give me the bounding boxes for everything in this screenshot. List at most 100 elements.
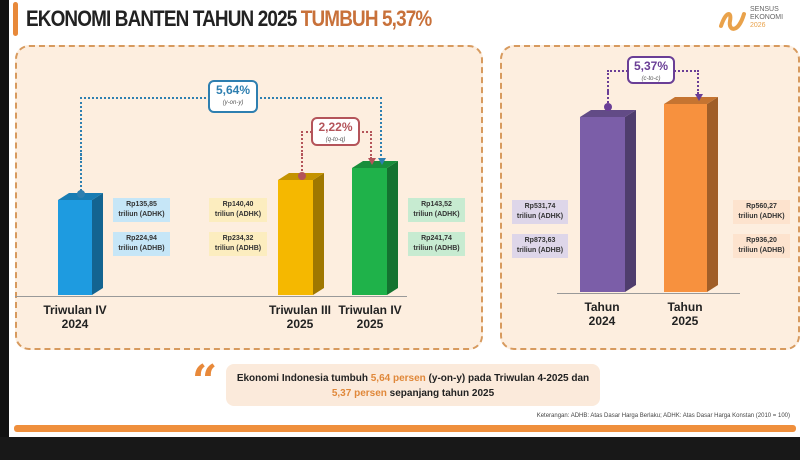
bar [664, 97, 718, 292]
title-accent [13, 2, 18, 36]
adhk-value: Rp140,40 [222, 201, 254, 208]
adhk-value: Rp560,27 [746, 203, 777, 210]
adhk-value-box: Rp531,74 triliun (ADHK) [512, 200, 568, 224]
bar-front [580, 117, 625, 292]
adhk-unit: triliun (ADHK) [516, 213, 564, 220]
label-line2: 2024 [61, 317, 89, 331]
ctc-badge: 5,37% (c-to-c) [627, 56, 675, 84]
adhb-value-box: Rp224,94 triliun (ADHB) [113, 232, 170, 256]
yoy-badge: 5,64% (y-on-y) [208, 80, 258, 113]
title-highlight: TUMBUH 5,37% [300, 6, 432, 31]
quote-box: Ekonomi Indonesia tumbuh 5,64 persen (y-… [226, 364, 600, 406]
adhb-value-box: Rp873,63 triliun (ADHB) [512, 234, 568, 258]
adhk-value-box: Rp560,27 triliun (ADHK) [733, 200, 790, 224]
adhb-unit: triliun (ADHB) [738, 247, 785, 254]
quote-text: sepanjang tahun 2025 [386, 388, 495, 399]
adhb-value: Rp936,20 [746, 237, 777, 244]
label-line2: 2025 [286, 317, 314, 331]
bar [278, 173, 324, 295]
page-title: EKONOMI BANTEN TAHUN 2025 TUMBUH 5,37% [26, 6, 432, 32]
x-axis-label: Tahun 2024 [567, 300, 637, 328]
label-line1: Triwulan IV [338, 303, 402, 317]
adhk-unit: triliun (ADHK) [118, 211, 165, 218]
adhb-value: Rp234,32 [222, 235, 254, 242]
bar-front [278, 180, 313, 295]
quote-highlight: 5,64 persen [370, 373, 426, 384]
quote-text: (y-on-y) pada Triwulan 4-2025 dan [425, 373, 590, 384]
x-axis-label: Triwulan IV 2024 [40, 303, 110, 331]
bar-side [707, 97, 718, 292]
bar [580, 110, 636, 292]
left-edge [0, 0, 9, 437]
adhb-unit: triliun (ADHB) [214, 245, 262, 252]
quote-highlight: 5,37 persen [331, 388, 387, 399]
bottom-edge [0, 437, 800, 460]
logo-icon [719, 12, 746, 31]
yoy-label: (y-on-y) [222, 100, 244, 106]
quote-text: Ekonomi Indonesia tumbuh [236, 373, 371, 384]
ctc-label: (c-to-c) [641, 76, 661, 82]
adhb-value-box: Rp241,74 triliun (ADHB) [408, 232, 465, 256]
annual-axis [557, 293, 740, 294]
label-line2: 2025 [356, 317, 384, 331]
adhk-unit: triliun (ADHK) [214, 211, 262, 218]
x-axis-label: Triwulan III 2025 [265, 303, 335, 331]
adhb-value: Rp873,63 [524, 237, 556, 244]
adhb-value: Rp224,94 [126, 235, 157, 242]
adhb-value-box: Rp936,20 triliun (ADHB) [733, 234, 790, 258]
qtq-arrow-icon [368, 158, 376, 165]
label-line1: Triwulan IV [43, 303, 107, 317]
adhk-unit: triliun (ADHK) [738, 213, 785, 220]
ctc-value: 5,37% [633, 59, 669, 73]
footnote: Keterangan: ADHB: Atas Dasar Harga Berla… [536, 413, 790, 419]
bar-side [92, 193, 103, 295]
quarterly-axis [15, 296, 407, 297]
adhb-value-box: Rp234,32 triliun (ADHB) [209, 232, 267, 256]
bar-front [58, 200, 92, 295]
bar [58, 193, 103, 295]
adhk-value-box: Rp135,85 triliun (ADHK) [113, 198, 170, 222]
title-main: EKONOMI BANTEN TAHUN 2025 [26, 6, 297, 31]
label-line2: 2025 [671, 314, 699, 328]
bar-side [625, 110, 636, 292]
logo-text: EKONOMI [750, 14, 784, 21]
adhk-value: Rp135,85 [126, 201, 157, 208]
bar-top [580, 110, 636, 117]
footer-bar [14, 425, 796, 432]
label-line2: 2024 [588, 314, 616, 328]
bar-front [352, 168, 387, 295]
sensus-ekonomi-logo: SENSUS EKONOMI 2026 [718, 4, 798, 36]
qtq-start-dot [298, 172, 306, 180]
yoy-start-dot [77, 190, 85, 198]
label-line1: Triwulan III [268, 303, 331, 317]
ctc-start-dot [604, 103, 612, 111]
bar-side [387, 161, 398, 295]
bar [352, 161, 398, 295]
logo-text: 2026 [750, 22, 766, 29]
adhk-value: Rp531,74 [524, 203, 556, 210]
ctc-connector [607, 90, 609, 107]
x-axis-label: Tahun 2025 [650, 300, 720, 328]
bar-front [664, 104, 707, 292]
adhb-unit: triliun (ADHB) [413, 245, 460, 252]
label-line1: Tahun [667, 300, 703, 314]
yoy-connector [80, 150, 82, 195]
qtq-label: (q-to-q) [325, 137, 346, 143]
logo-text: SENSUS [750, 6, 779, 13]
x-axis-label: Triwulan IV 2025 [335, 303, 405, 331]
adhb-unit: triliun (ADHB) [516, 247, 564, 254]
bar-top [664, 97, 718, 104]
qtq-badge: 2,22% (q-to-q) [311, 117, 360, 146]
yoy-value: 5,64% [215, 83, 251, 97]
adhk-value-box: Rp143,52 triliun (ADHK) [408, 198, 465, 222]
qtq-connector [301, 150, 303, 175]
qtq-value: 2,22% [318, 120, 353, 134]
adhk-value: Rp143,52 [421, 201, 452, 208]
adhb-unit: triliun (ADHB) [118, 245, 165, 252]
adhb-value: Rp241,74 [421, 235, 452, 242]
adhk-unit: triliun (ADHK) [413, 211, 460, 218]
ctc-arrow-icon [695, 94, 703, 101]
adhk-value-box: Rp140,40 triliun (ADHK) [209, 198, 267, 222]
bar-side [313, 173, 324, 295]
yoy-arrow-icon [378, 158, 386, 165]
